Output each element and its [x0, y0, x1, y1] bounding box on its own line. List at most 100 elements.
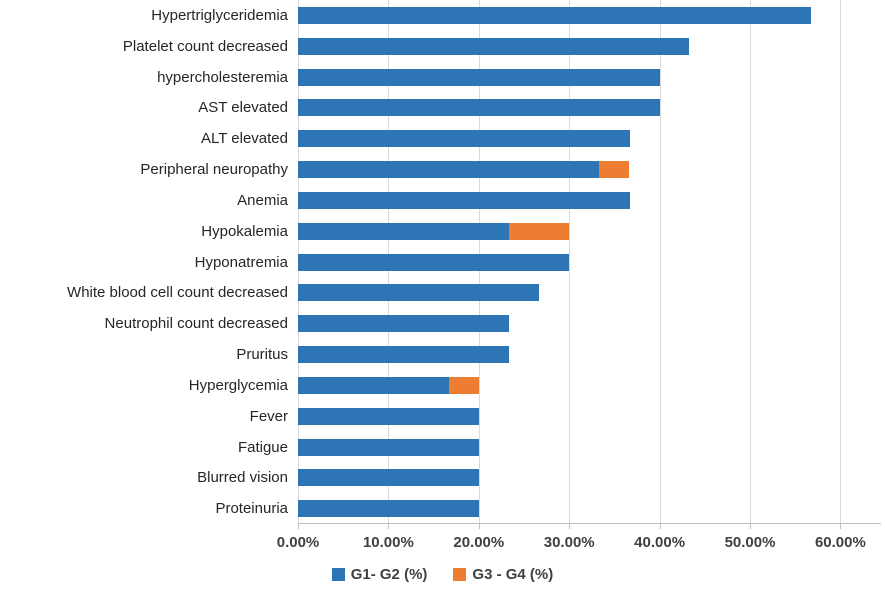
table-row: Neutrophil count decreased: [0, 308, 885, 339]
category-label: Blurred vision: [197, 469, 288, 487]
axis-tick-label: 0.00%: [276, 534, 320, 551]
table-row: AST elevated: [0, 92, 885, 123]
bar-segment-g1-g2: [298, 68, 660, 86]
bar-segment-g1-g2: [298, 346, 509, 364]
bar-segment-g1-g2: [298, 469, 479, 487]
bar-track: [298, 407, 885, 425]
axis-tick-label: 50.00%: [724, 534, 776, 551]
bar-track: [298, 500, 885, 518]
axis-tick: [478, 524, 480, 529]
bar-track: [298, 438, 885, 456]
table-row: Fever: [0, 401, 885, 432]
bar-track: [298, 346, 885, 364]
gridline: [569, 0, 571, 524]
legend-item: G3 - G4 (%): [453, 566, 553, 583]
bar-segment-g3-g4: [508, 222, 570, 240]
table-row: Blurred vision: [0, 462, 885, 493]
table-row: ALT elevated: [0, 123, 885, 154]
category-label: Hyponatremia: [194, 253, 288, 271]
category-label: Fever: [249, 407, 288, 425]
axis-tick-label: 40.00%: [634, 534, 686, 551]
bar-track: [298, 284, 885, 302]
category-label: Peripheral neuropathy: [140, 161, 288, 179]
bar-segment-g1-g2: [298, 315, 509, 333]
category-label: AST elevated: [198, 99, 288, 117]
axis-tick-label: 20.00%: [453, 534, 505, 551]
category-label: Hypokalemia: [201, 222, 288, 240]
table-row: Proteinuria: [0, 493, 885, 524]
table-row: Hypokalemia: [0, 216, 885, 247]
table-row: Peripheral neuropathy: [0, 154, 885, 185]
category-label: Proteinuria: [215, 500, 288, 518]
category-label: Platelet count decreased: [122, 37, 288, 55]
bar-track: [298, 253, 885, 271]
x-axis-labels: 0.00% 10.00% 20.00% 30.00% 40.00% 50.00% 60.00…: [0, 524, 885, 558]
bar-segment-g1-g2: [298, 253, 570, 271]
bar-segment-g3-g4: [448, 376, 479, 394]
legend-item: G1- G2 (%): [331, 566, 428, 583]
category-label: Neutrophil count decreased: [104, 315, 288, 333]
axis-tick: [388, 524, 390, 529]
bar-track: [298, 469, 885, 487]
bar-segment-g1-g2: [298, 376, 449, 394]
bar-track: [298, 6, 885, 24]
bar-segment-g1-g2: [298, 37, 690, 55]
bar-track: [298, 68, 885, 86]
table-row: Fatigue: [0, 432, 885, 463]
axis-tick-label: 10.00%: [362, 534, 414, 551]
legend-swatch-icon: [453, 568, 467, 581]
bar-track: [298, 315, 885, 333]
table-row: Hypertriglyceridemia: [0, 0, 885, 31]
axis-tick-label: 30.00%: [543, 534, 595, 551]
gridline: [840, 0, 842, 524]
table-row: Hyperglycemia: [0, 370, 885, 401]
bar-segment-g1-g2: [298, 130, 630, 148]
category-label: Fatigue: [237, 438, 288, 456]
category-label: Hyperglycemia: [188, 376, 288, 394]
bar-segment-g1-g2: [298, 407, 479, 425]
category-label: ALT elevated: [200, 130, 288, 148]
axis-tick: [569, 524, 571, 529]
bar-track: [298, 99, 885, 117]
table-row: Anemia: [0, 185, 885, 216]
bar-track: [298, 130, 885, 148]
bar-segment-g1-g2: [298, 161, 600, 179]
bar-segment-g1-g2: [298, 191, 630, 209]
bar-segment-g3-g4: [599, 161, 629, 179]
category-label: Anemia: [237, 191, 288, 209]
axis-tick: [298, 524, 299, 529]
table-row: Pruritus: [0, 339, 885, 370]
category-label: hypercholesteremia: [157, 68, 288, 86]
table-row: Platelet count decreased: [0, 31, 885, 62]
bar-track: [298, 222, 885, 240]
gridline: [659, 0, 661, 524]
bar-track: [298, 191, 885, 209]
legend-label: G3 - G4 (%): [472, 566, 554, 583]
axis-tick: [750, 524, 751, 529]
axis-tick-label: 60.00%: [814, 534, 866, 551]
table-row: White blood cell count decreased: [0, 277, 885, 308]
axis-tick: [840, 524, 842, 529]
gridline: [750, 0, 751, 524]
bar-segment-g1-g2: [298, 99, 660, 117]
legend: G1- G2 (%) G3 - G4 (%): [0, 566, 885, 583]
bar-segment-g1-g2: [298, 222, 509, 240]
plot-area: Hypertriglyceridemia Platelet count decre…: [0, 0, 885, 524]
bar-segment-g1-g2: [298, 500, 479, 518]
table-row: Hyponatremia: [0, 247, 885, 278]
x-axis-line: [298, 523, 881, 524]
bar-track: [298, 37, 885, 55]
category-label: White blood cell count decreased: [67, 284, 288, 302]
axis-tick: [659, 524, 661, 529]
bar-track: [298, 376, 885, 394]
legend-label: G1- G2 (%): [350, 566, 428, 583]
bar-track: [298, 161, 885, 179]
category-label: Hypertriglyceridemia: [151, 6, 288, 24]
table-row: hypercholesteremia: [0, 62, 885, 93]
legend-swatch-icon: [331, 568, 345, 581]
bar-rows: Hypertriglyceridemia Platelet count decre…: [0, 0, 885, 524]
category-label: Pruritus: [236, 346, 288, 364]
bar-segment-g1-g2: [298, 284, 540, 302]
bar-segment-g1-g2: [298, 438, 479, 456]
